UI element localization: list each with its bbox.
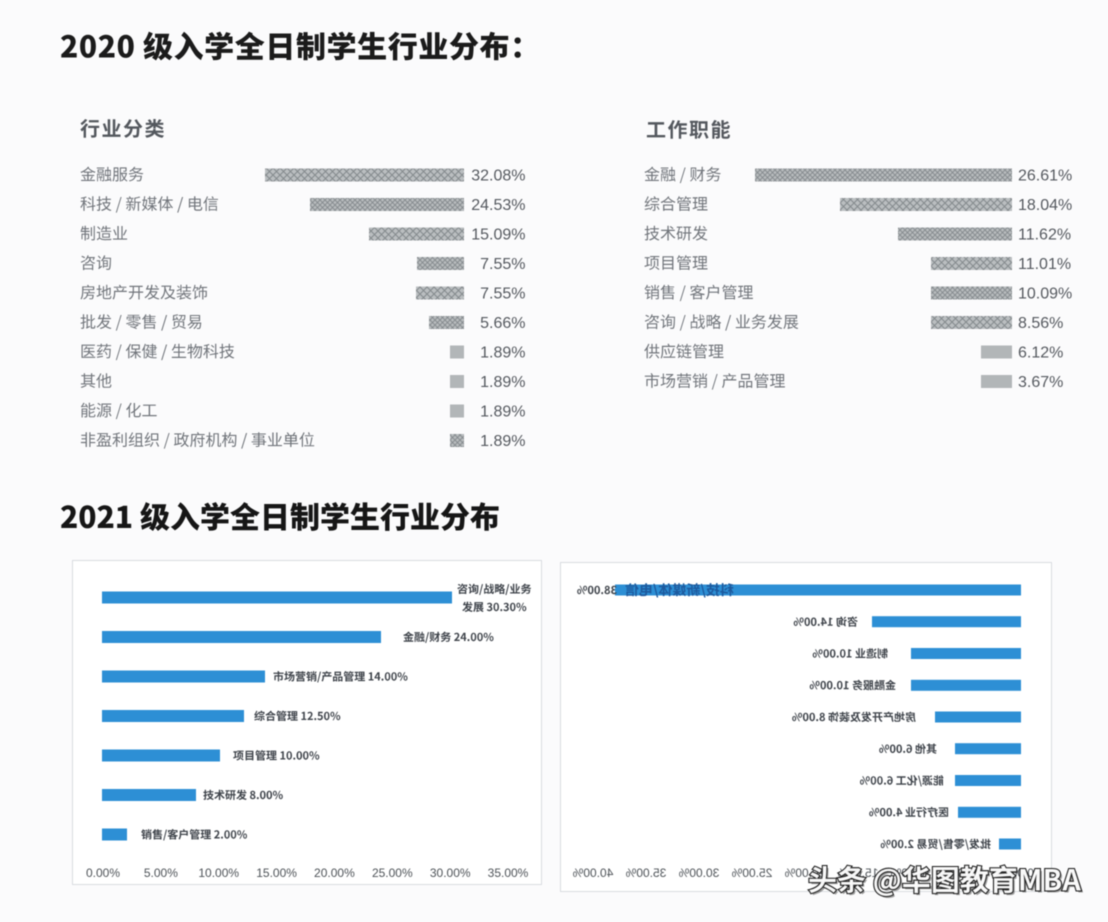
- svg-text:25.00%: 25.00%: [731, 866, 772, 880]
- svg-text:11.62%: 11.62%: [1018, 227, 1071, 244]
- svg-text:26.61%: 26.61%: [1018, 168, 1072, 185]
- svg-text:11.01%: 11.01%: [1018, 256, 1071, 273]
- svg-text:30.00%: 30.00%: [430, 866, 471, 880]
- svg-text:20.00%: 20.00%: [314, 866, 355, 880]
- svg-text:15.00%: 15.00%: [256, 866, 297, 880]
- svg-text:1.89%: 1.89%: [480, 404, 525, 421]
- svg-text:25.00%: 25.00%: [372, 866, 413, 880]
- svg-text:30.00%: 30.00%: [678, 866, 719, 880]
- svg-text:10.09%: 10.09%: [1018, 286, 1072, 303]
- svg-text:5.66%: 5.66%: [480, 315, 525, 332]
- svg-text:1.89%: 1.89%: [480, 433, 525, 450]
- svg-text:35.00%: 35.00%: [488, 866, 529, 880]
- svg-text:15.09%: 15.09%: [471, 227, 525, 244]
- svg-text:24.53%: 24.53%: [471, 197, 525, 214]
- svg-text:7.55%: 7.55%: [480, 286, 525, 303]
- svg-text:18.04%: 18.04%: [1018, 197, 1072, 214]
- svg-text:3.67%: 3.67%: [1018, 374, 1063, 391]
- svg-text:10.00%: 10.00%: [198, 866, 239, 880]
- svg-text:5.00%: 5.00%: [144, 866, 178, 880]
- svg-text:8.56%: 8.56%: [1018, 315, 1063, 332]
- svg-text:40.00%: 40.00%: [572, 866, 613, 880]
- svg-text:35.00%: 35.00%: [625, 866, 666, 880]
- svg-text:6.12%: 6.12%: [1018, 345, 1063, 362]
- svg-text:7.55%: 7.55%: [480, 256, 525, 273]
- svg-text:1.89%: 1.89%: [480, 345, 525, 362]
- svg-text:0.00%: 0.00%: [86, 866, 120, 880]
- svg-text:1.89%: 1.89%: [480, 374, 525, 391]
- svg-text:32.08%: 32.08%: [471, 168, 525, 185]
